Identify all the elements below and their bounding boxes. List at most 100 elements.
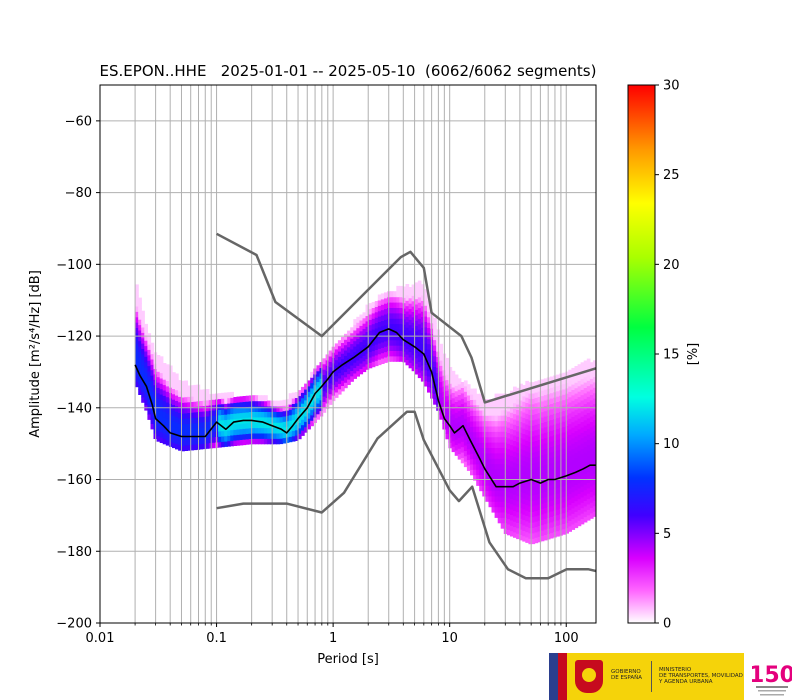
density-cell <box>390 350 394 357</box>
density-cell <box>427 386 431 393</box>
density-cell <box>589 432 594 439</box>
density-cell <box>589 372 594 379</box>
density-cell <box>522 524 526 531</box>
density-cell <box>562 528 566 535</box>
density-cell <box>138 313 142 320</box>
density-cell <box>285 410 290 416</box>
density-cell <box>301 397 305 404</box>
density-cell <box>365 320 370 327</box>
density-cell <box>344 366 348 373</box>
density-cell <box>144 345 148 352</box>
density-cell <box>549 424 554 431</box>
density-cell <box>224 397 228 404</box>
density-cell <box>211 426 216 433</box>
density-cell <box>556 417 560 424</box>
density-cell <box>184 402 188 408</box>
density-cell <box>482 436 486 443</box>
density-cell <box>562 464 566 471</box>
density-cell <box>491 442 496 448</box>
density-cell <box>466 400 471 407</box>
density-cell <box>537 514 542 521</box>
density-cell <box>147 343 152 350</box>
density-cell <box>583 376 588 383</box>
density-cell <box>227 419 231 426</box>
density-cell <box>433 387 437 394</box>
density-cell <box>297 411 302 418</box>
density-cell <box>580 373 585 380</box>
density-cell <box>537 487 542 494</box>
density-cell <box>288 393 293 400</box>
density-cell <box>528 452 533 459</box>
density-cell <box>417 350 422 357</box>
density-cell <box>159 394 164 400</box>
density-cell <box>586 417 591 424</box>
density-cell <box>549 500 554 507</box>
density-cell <box>513 451 517 458</box>
density-cell <box>172 436 176 443</box>
density-cell <box>571 497 576 503</box>
density-cell <box>589 507 594 514</box>
density-cell <box>531 489 536 496</box>
density-cell <box>362 366 367 373</box>
density-cell <box>549 414 554 421</box>
density-cell <box>423 359 428 365</box>
density-cell <box>141 326 145 333</box>
x-tick-label: 100 <box>554 631 579 646</box>
density-cell <box>414 330 419 337</box>
density-cell <box>457 437 462 444</box>
density-cell <box>448 377 453 384</box>
density-cell <box>175 427 179 434</box>
reference-noise-models <box>216 232 596 580</box>
density-cell <box>224 408 228 415</box>
density-cell <box>537 407 542 414</box>
density-cell <box>362 317 367 324</box>
density-cell <box>525 434 529 441</box>
density-cell <box>245 395 250 402</box>
density-cell <box>279 421 284 428</box>
density-cell <box>165 380 170 387</box>
density-cell <box>513 499 517 506</box>
density-cell <box>451 386 456 393</box>
density-cell <box>491 436 496 443</box>
density-cell <box>460 387 465 394</box>
density-cell <box>230 418 234 425</box>
density-cell <box>537 504 542 510</box>
density-cell <box>267 416 271 423</box>
density-cell <box>380 293 385 300</box>
density-cell <box>494 452 499 459</box>
density-cell <box>218 420 222 426</box>
density-cell <box>571 480 576 487</box>
density-cell <box>334 370 339 377</box>
density-cell <box>525 499 529 506</box>
density-cell <box>368 351 373 358</box>
density-cell <box>420 327 425 334</box>
density-cell <box>368 330 373 336</box>
density-cell <box>540 443 545 450</box>
density-cell <box>586 428 591 435</box>
density-cell <box>580 394 585 401</box>
density-cell <box>583 392 588 399</box>
density-cell <box>199 389 204 396</box>
density-cell <box>568 525 572 532</box>
density-cell <box>537 525 542 532</box>
density-cell <box>549 387 554 394</box>
density-cell <box>168 376 173 383</box>
density-cell <box>562 496 566 503</box>
density-cell <box>356 359 360 366</box>
density-cell <box>485 415 490 422</box>
density-cell <box>470 388 474 395</box>
density-cell <box>178 401 182 408</box>
density-cell <box>307 385 311 392</box>
density-cell <box>537 498 542 505</box>
density-cell <box>175 411 179 418</box>
density-cell <box>580 405 585 412</box>
density-cell <box>273 411 278 418</box>
density-cell <box>470 431 474 438</box>
density-cell <box>390 307 394 314</box>
density-cell <box>141 348 145 355</box>
density-cell <box>513 488 517 495</box>
density-cell <box>494 468 499 475</box>
density-cell <box>589 389 594 396</box>
density-cell <box>516 533 520 540</box>
density-cell <box>528 462 533 469</box>
